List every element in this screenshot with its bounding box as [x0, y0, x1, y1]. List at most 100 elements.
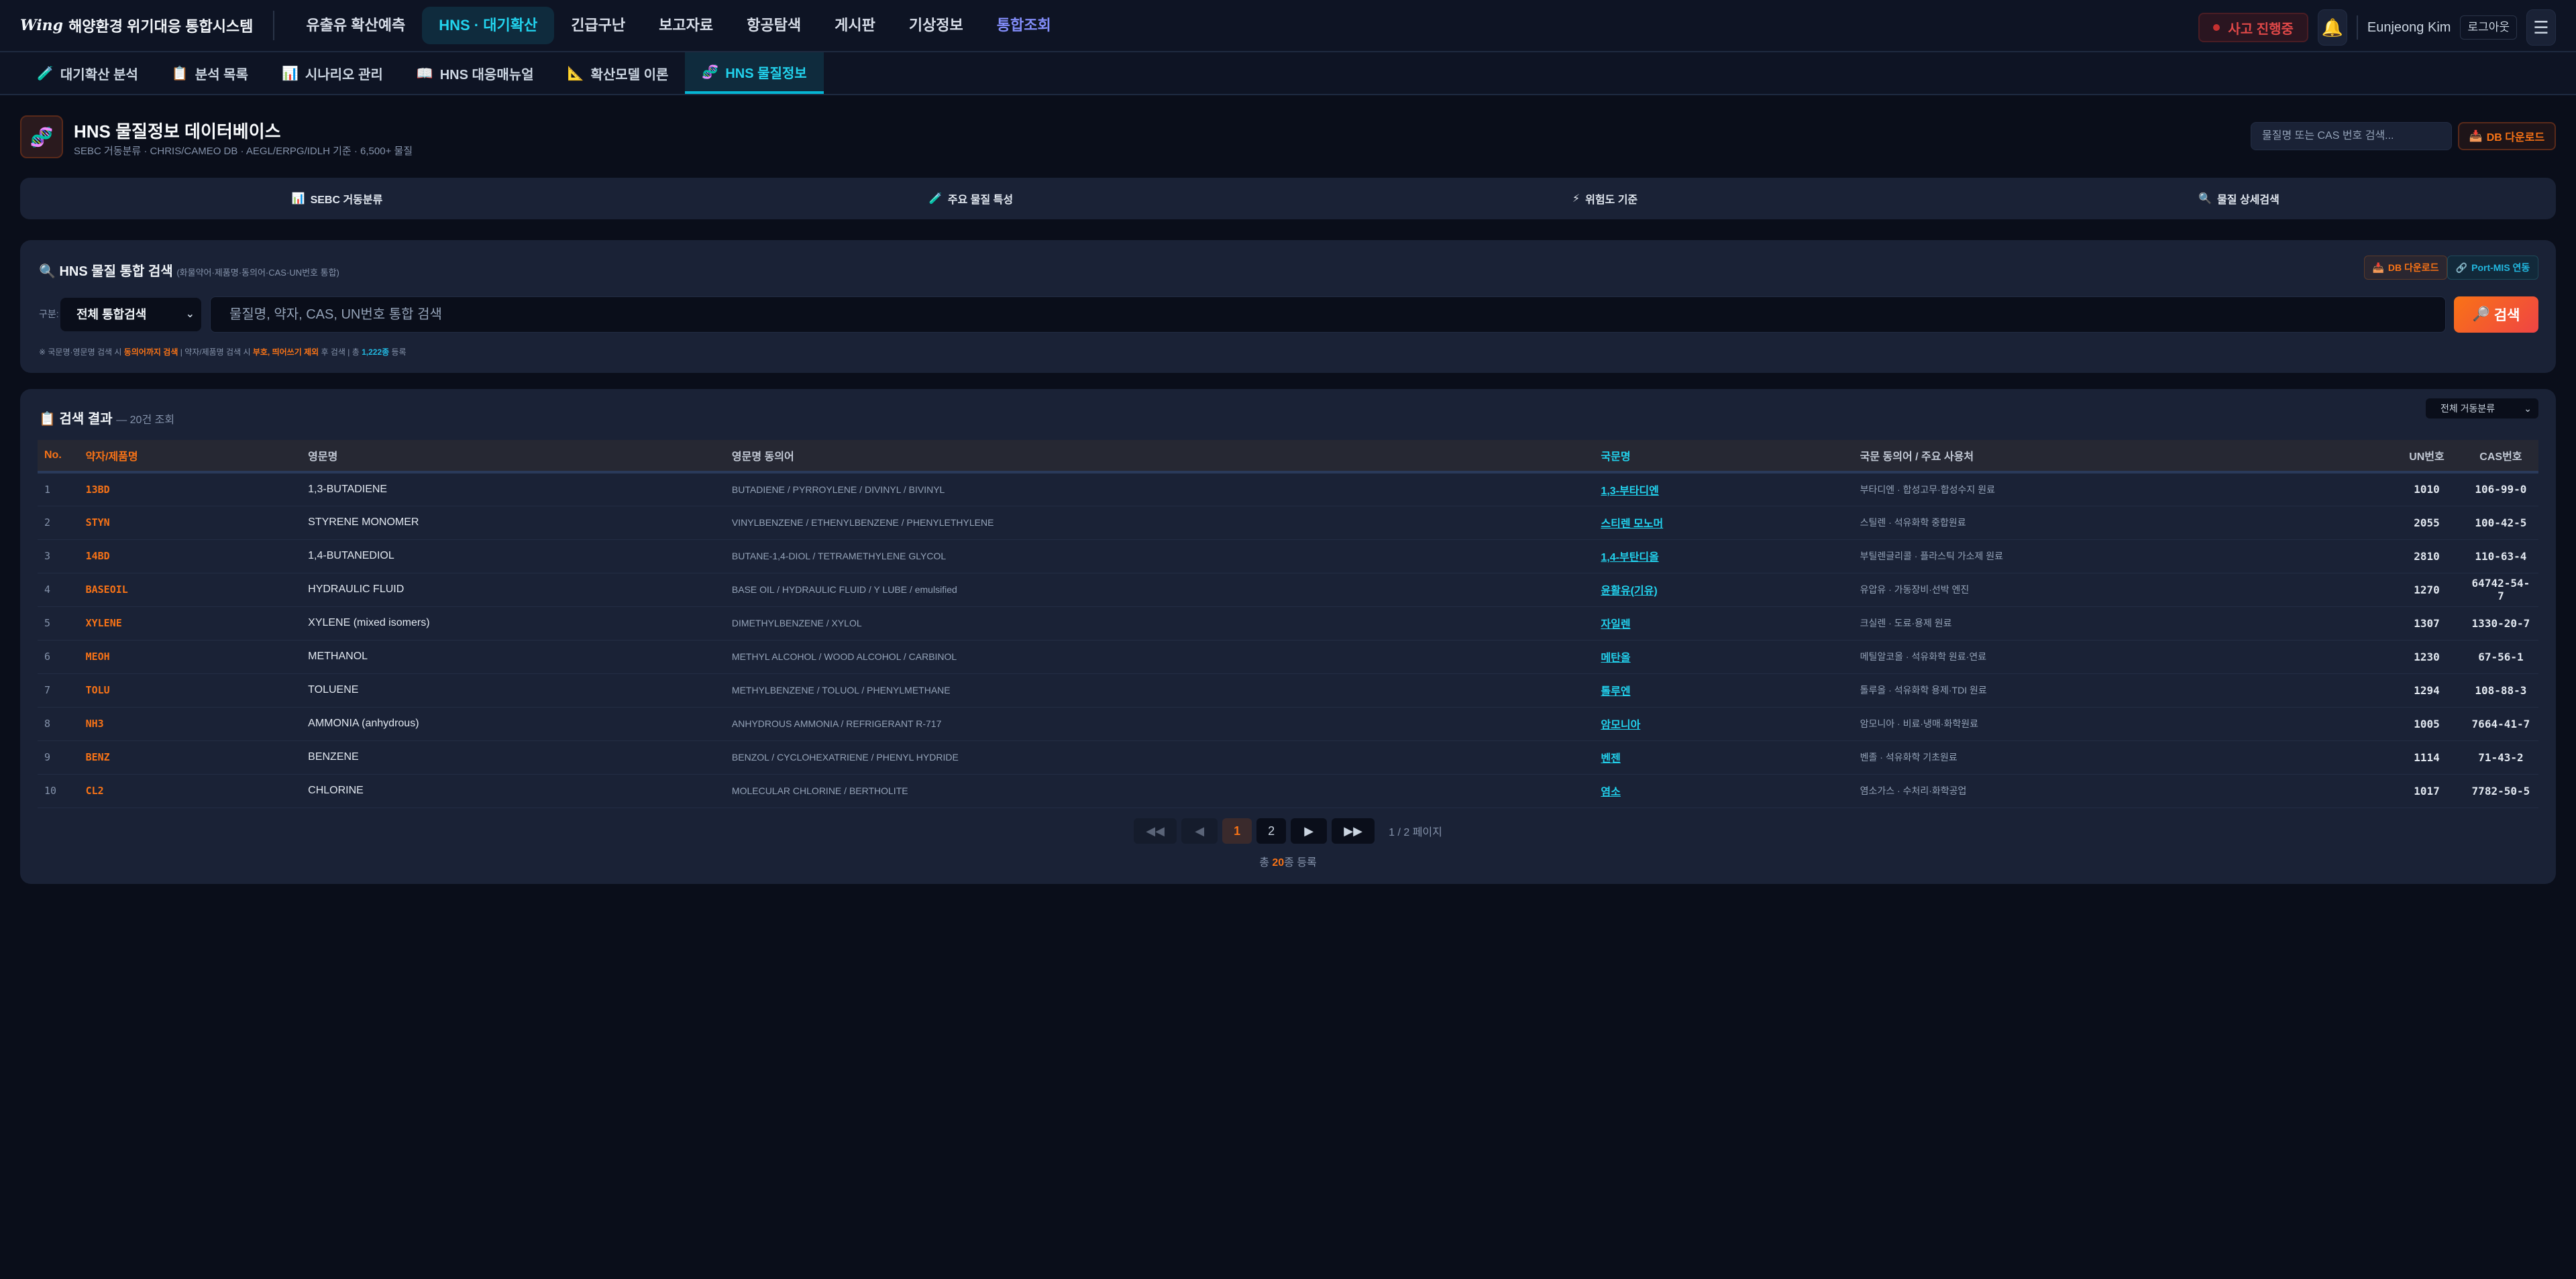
- korean-name-link[interactable]: 자일렌: [1601, 619, 1631, 630]
- logout-button[interactable]: 로그아웃: [2460, 15, 2517, 40]
- subtab[interactable]: 📖 HNS 대응매뉴얼: [400, 52, 551, 94]
- magnifier-icon: 🔎: [2472, 307, 2490, 322]
- db-download-button[interactable]: 📥 DB 다운로드: [2458, 122, 2556, 150]
- korean-name-link[interactable]: 벤젠: [1601, 753, 1621, 765]
- cell-en: CHLORINE: [301, 774, 725, 808]
- quick-tab[interactable]: 📊 SEBC 거동분류: [20, 178, 654, 219]
- subtab[interactable]: 📋 분석 목록: [155, 52, 265, 94]
- quick-search-input[interactable]: 물질명 또는 CAS 번호 검색...: [2251, 122, 2452, 150]
- page-button[interactable]: 2: [1256, 818, 1287, 844]
- cell-syn: ANHYDROUS AMMONIA / REFRIGERANT R-717: [724, 707, 1595, 741]
- korean-name-link[interactable]: 염소: [1601, 787, 1621, 798]
- first-page-button[interactable]: ◀◀: [1134, 818, 1177, 844]
- search-db-download-button[interactable]: 📥 DB 다운로드: [2364, 256, 2447, 280]
- korean-name-link[interactable]: 스티렌 모노머: [1601, 518, 1664, 530]
- table-row[interactable]: 10 CL2 CHLORINE MOLECULAR CHLORINE / BERTHO…: [38, 774, 2538, 808]
- bell-icon: 🔔: [2321, 17, 2344, 38]
- korean-name-link[interactable]: 메탄올: [1601, 653, 1631, 664]
- cell-syn: BUTANE-1,4-DIOL / TETRAMETHYLENE GLYCOL: [724, 539, 1595, 573]
- column-header[interactable]: 영문명 동의어: [731, 451, 794, 463]
- incident-status-button[interactable]: 사고 진행중: [2198, 13, 2308, 42]
- column-header[interactable]: CAS번호: [2479, 451, 2522, 463]
- next-page-button[interactable]: ▶: [1291, 818, 1328, 844]
- app-logo[interactable]: Wing 해양환경 위기대응 통합시스템: [0, 11, 275, 40]
- hint-highlight: 동의어까지 검색: [123, 347, 178, 357]
- quick-tab[interactable]: ⚡ 위험도 기준: [1288, 178, 1922, 219]
- clipboard-icon: 📋: [39, 412, 56, 427]
- nav-item[interactable]: 긴급구난: [571, 17, 626, 34]
- quick-tab-label: SEBC 거동분류: [310, 194, 383, 206]
- nav-item[interactable]: 보고자료: [659, 17, 714, 34]
- korean-name-link[interactable]: 톨루엔: [1601, 686, 1631, 698]
- category-select[interactable]: 전체 통합검색 ⌄: [60, 298, 201, 331]
- subtab[interactable]: 🧪 대기확산 분석: [20, 52, 155, 94]
- nav-item[interactable]: 게시판: [835, 17, 875, 34]
- page-info: 1 / 2 페이지: [1389, 827, 1442, 838]
- quick-tab[interactable]: 🧪 주요 물질 특성: [654, 178, 1288, 219]
- search-input[interactable]: 물질명, 약자, CAS, UN번호 통합 검색: [210, 296, 2446, 333]
- column-header[interactable]: No.: [44, 449, 62, 461]
- quick-tab-icon: 🔍: [2198, 193, 2212, 205]
- table-row[interactable]: 3 14BD 1,4-BUTANEDIOL BUTANE-1,4-DIOL / TET…: [38, 539, 2538, 573]
- cell-un: 1294: [2390, 673, 2463, 708]
- quick-tab-label: 주요 물질 특성: [947, 194, 1014, 206]
- column-header[interactable]: UN번호: [2409, 451, 2445, 463]
- table-row[interactable]: 8 NH3 AMMONIA (anhydrous) ANHYDROUS AMMONIA…: [38, 707, 2538, 741]
- portmis-link-button[interactable]: 🔗 Port-MIS 연동: [2447, 256, 2538, 280]
- cell-syn: METHYL ALCOHOL / WOOD ALCOHOL / CARBINOL: [724, 640, 1595, 674]
- cell-kuse: 스틸렌 · 석유화학 중합원료: [1853, 506, 2391, 540]
- column-header[interactable]: 영문명: [308, 451, 338, 463]
- nav-item[interactable]: 기상정보: [908, 17, 963, 34]
- table-row[interactable]: 4 BASEOIL HYDRAULIC FLUID BASE OIL / HYDRAU…: [38, 573, 2538, 607]
- cell-no: 8: [38, 707, 79, 741]
- korean-name-link[interactable]: 1,3-부타디엔: [1601, 485, 1659, 497]
- cell-syn: BENZOL / CYCLOHEXATRIENE / PHENYL HYDRID…: [724, 740, 1595, 775]
- cell-no: 10: [38, 774, 79, 808]
- table-row[interactable]: 2 STYN STYRENE MONOMER VINYLBENZENE / ETHEN…: [38, 506, 2538, 540]
- search-button[interactable]: 🔎 검색: [2454, 296, 2538, 333]
- hint-count: 1,222종: [362, 347, 390, 357]
- page-title: HNS 물질정보 데이터베이스: [74, 121, 281, 142]
- cell-un: 1114: [2390, 740, 2463, 775]
- prev-page-button[interactable]: ◀: [1181, 818, 1218, 844]
- subtab[interactable]: 📊 시나리오 관리: [265, 52, 400, 94]
- table-row[interactable]: 1 13BD 1,3-BUTADIENE BUTADIENE / PYRROYLENE…: [38, 472, 2538, 506]
- nav-item[interactable]: 항공탐색: [747, 17, 802, 34]
- subtab[interactable]: 📐 확산모델 이론: [551, 52, 686, 94]
- table-header: No. 약자/제품명 영문명 영문명 동의어 국문명 국문 동의어 / 주요 사용처 UN번…: [38, 440, 2538, 472]
- korean-name-link[interactable]: 1,4-부탄디올: [1601, 552, 1659, 563]
- column-header[interactable]: 약자/제품명: [85, 451, 138, 463]
- quick-tab-icon: ⚡: [1572, 193, 1580, 205]
- hint-text: ※ 국문명·영문명 검색 시: [39, 347, 124, 357]
- text: 종 등록: [1284, 857, 1317, 869]
- table-row[interactable]: 5 XYLENE XYLENE (mixed isomers) DIMETHYLBEN…: [38, 606, 2538, 641]
- notification-bell-button[interactable]: 🔔: [2317, 9, 2347, 46]
- nav-item[interactable]: 유출유 확산예측: [306, 17, 406, 34]
- korean-name-link[interactable]: 암모니아: [1601, 720, 1641, 731]
- cell-cas: 67-56-1: [2463, 640, 2538, 674]
- cell-un: 1307: [2390, 606, 2463, 641]
- quick-tab[interactable]: 🔍 물질 상세검색: [1922, 178, 2556, 219]
- cell-en: 1,4-BUTANEDIOL: [301, 539, 725, 573]
- behavior-filter-select[interactable]: 전체 거동분류 ⌄: [2426, 398, 2538, 419]
- nav-item[interactable]: HNS · 대기확산: [422, 7, 555, 44]
- table-row[interactable]: 9 BENZ BENZENE BENZOL / CYCLOHEXATRIENE / P…: [38, 740, 2538, 775]
- subtab-label: 시나리오 관리: [305, 67, 383, 82]
- cell-kr: 1,4-부탄디올: [1594, 539, 1854, 573]
- hint-text: 등록: [389, 347, 407, 357]
- menu-button[interactable]: ☰: [2526, 9, 2556, 46]
- subtab[interactable]: 🧬 HNS 물질정보: [685, 52, 824, 94]
- column-header[interactable]: 국문 동의어 / 주요 사용처: [1860, 451, 1974, 463]
- cell-kr: 벤젠: [1594, 740, 1854, 775]
- column-header[interactable]: 국문명: [1601, 451, 1631, 463]
- cell-syn: VINYLBENZENE / ETHENYLBENZENE / PHENYLET…: [724, 506, 1595, 540]
- cell-cas: 108-88-3: [2463, 673, 2538, 708]
- cell-no: 9: [38, 740, 79, 775]
- page-button[interactable]: 1: [1222, 818, 1252, 844]
- cell-kr: 스티렌 모노머: [1594, 506, 1854, 540]
- table-row[interactable]: 7 TOLU TOLUENE METHYLBENZENE / TOLUOL / PHE…: [38, 673, 2538, 708]
- korean-name-link[interactable]: 윤활유(기유): [1601, 586, 1658, 597]
- table-row[interactable]: 6 MEOH METHANOL METHYL ALCOHOL / WOOD ALCOH…: [38, 640, 2538, 674]
- nav-item[interactable]: 통합조회: [996, 17, 1051, 34]
- last-page-button[interactable]: ▶▶: [1332, 818, 1375, 844]
